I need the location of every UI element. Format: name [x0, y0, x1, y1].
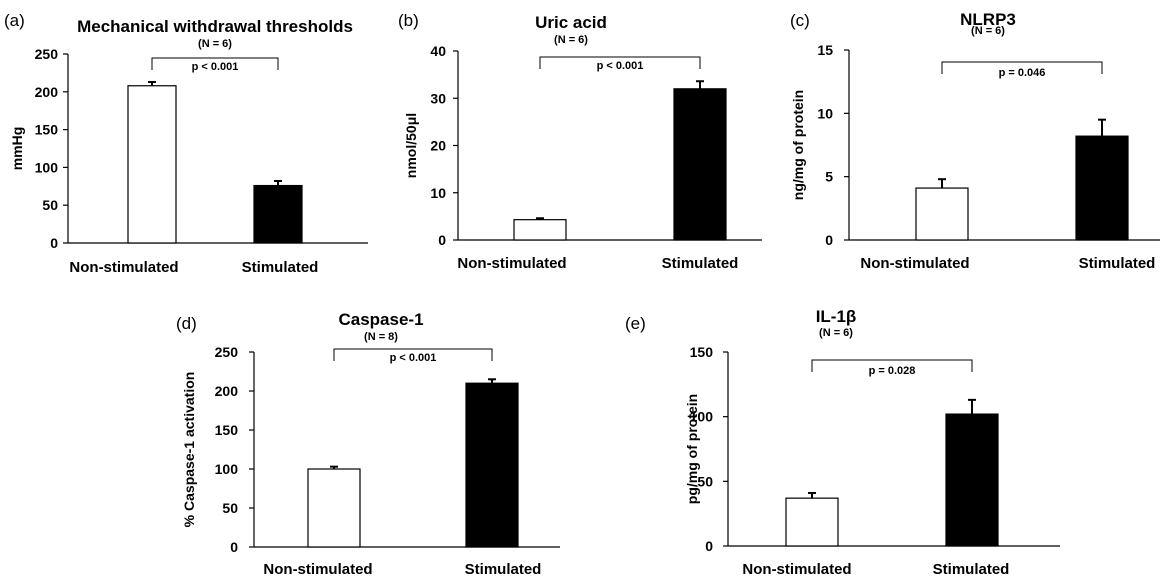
- panel-letter: (c): [790, 11, 810, 30]
- y-axis-label: mmHg: [9, 127, 25, 171]
- p-value-label: p < 0.001: [597, 60, 644, 72]
- y-tick-label: 0: [230, 539, 238, 555]
- significance-bracket: [151, 57, 279, 70]
- panel-letter: (e): [625, 314, 646, 333]
- category-label: Non-stimulated: [860, 255, 969, 272]
- p-value-label: p < 0.001: [390, 352, 437, 364]
- category-label: Stimulated: [242, 259, 319, 276]
- n-label: (N = 6): [819, 327, 853, 339]
- bar: [127, 85, 177, 244]
- category-label: Stimulated: [933, 561, 1010, 578]
- chart-panel-5: (e) IL-1β(N = 6) 0 50 100 150 pg/mg of protein…: [625, 307, 1060, 578]
- y-axis-label: ng/mg of protein: [790, 90, 806, 200]
- significance-bracket: [333, 348, 493, 361]
- panel-letter: (a): [4, 11, 25, 30]
- y-tick-label: 100: [215, 461, 239, 477]
- significance-bracket: [539, 56, 701, 69]
- n-label: (N = 6): [198, 38, 232, 50]
- bar: [253, 184, 303, 244]
- y-tick-label: 50: [697, 473, 713, 489]
- significance-bracket: [811, 359, 973, 372]
- y-tick-label: 150: [690, 344, 714, 360]
- n-label: (N = 8): [364, 331, 398, 343]
- n-label: (N = 6): [971, 25, 1005, 37]
- y-tick-label: 50: [222, 500, 238, 516]
- y-tick-label: 0: [825, 232, 833, 248]
- y-tick-label: 10: [430, 185, 446, 201]
- y-tick-label: 15: [817, 42, 833, 58]
- chart-panel-4: (d) Caspase-1 (N = 8) 0 50 100 150 200 250 % Casp…: [176, 310, 560, 578]
- bar: [465, 382, 519, 548]
- category-label: Stimulated: [465, 561, 542, 578]
- p-value-label: p < 0.001: [192, 61, 239, 73]
- chart-title: NLRP3: [960, 10, 1016, 29]
- bar: [513, 219, 567, 241]
- y-tick-label: 0: [50, 235, 58, 251]
- category-label: Non-stimulated: [457, 255, 566, 272]
- y-tick-label: 50: [42, 197, 58, 213]
- bar: [915, 187, 969, 241]
- chart-panel-3: (c) NLRP3(N = 6) 0 5 10 15 ng/mg of protein Non…: [790, 10, 1160, 272]
- category-label: Stimulated: [1079, 255, 1156, 272]
- y-tick-label: 200: [35, 84, 59, 100]
- y-tick-label: 100: [690, 409, 714, 425]
- bar: [673, 88, 727, 241]
- significance-bracket: [941, 61, 1103, 74]
- bar: [1075, 135, 1129, 241]
- category-label: Stimulated: [662, 255, 739, 272]
- chart-panel-2: (b) Uric acid (N = 6) 0 10 20 30 40 nmol/50μl Non…: [398, 11, 762, 272]
- y-tick-label: 200: [215, 383, 239, 399]
- y-tick-label: 30: [430, 90, 446, 106]
- bar: [945, 413, 999, 547]
- y-tick-label: 250: [35, 46, 59, 62]
- y-tick-label: 150: [215, 422, 239, 438]
- bar: [307, 468, 361, 548]
- y-tick-label: 20: [430, 138, 446, 154]
- chart-panel-1: (a) Mechanical withdrawal thresholds (N = …: [4, 11, 368, 276]
- chart-title: Mechanical withdrawal thresholds: [77, 17, 353, 36]
- p-value-label: p = 0.028: [869, 365, 916, 377]
- chart-title: Caspase-1: [338, 310, 423, 329]
- category-label: Non-stimulated: [69, 259, 178, 276]
- bar: [785, 497, 839, 547]
- y-tick-label: 250: [215, 344, 239, 360]
- y-axis-label: pg/mg of protein: [684, 394, 700, 504]
- y-tick-label: 100: [35, 159, 59, 175]
- y-tick-label: 150: [35, 122, 59, 138]
- y-axis-label: nmol/50μl: [403, 113, 419, 178]
- y-tick-label: 0: [438, 232, 446, 248]
- chart-title: Uric acid: [535, 13, 607, 32]
- n-label: (N = 6): [554, 34, 588, 46]
- y-tick-label: 5: [825, 169, 833, 185]
- p-value-label: p = 0.046: [999, 67, 1046, 79]
- category-label: Non-stimulated: [263, 561, 372, 578]
- y-tick-label: 40: [430, 43, 446, 59]
- panel-letter: (d): [176, 314, 197, 333]
- category-label: Non-stimulated: [742, 561, 851, 578]
- y-axis-label: % Caspase-1 activation: [181, 372, 197, 528]
- y-tick-label: 10: [817, 105, 833, 121]
- panel-letter: (b): [398, 11, 419, 30]
- y-tick-label: 0: [705, 538, 713, 554]
- chart-title: IL-1β: [816, 307, 857, 326]
